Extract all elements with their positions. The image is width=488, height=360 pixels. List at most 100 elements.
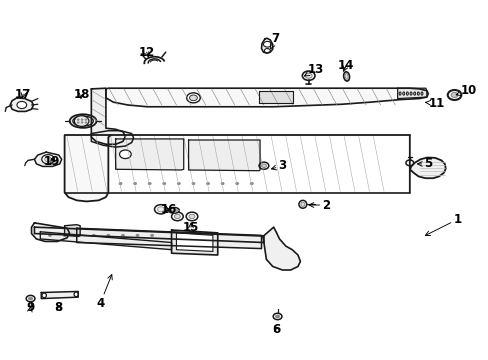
Circle shape: [77, 122, 79, 123]
Ellipse shape: [300, 202, 304, 206]
Circle shape: [44, 157, 51, 162]
Polygon shape: [116, 139, 183, 170]
Ellipse shape: [170, 208, 177, 212]
Circle shape: [136, 234, 139, 237]
Polygon shape: [31, 223, 69, 242]
Circle shape: [305, 73, 311, 78]
Circle shape: [150, 234, 153, 237]
Circle shape: [450, 93, 457, 98]
Polygon shape: [64, 135, 111, 202]
Circle shape: [250, 183, 253, 185]
Circle shape: [121, 234, 124, 237]
Text: 9: 9: [26, 301, 35, 314]
Polygon shape: [77, 228, 261, 249]
Polygon shape: [10, 98, 33, 111]
Circle shape: [171, 212, 183, 221]
Polygon shape: [64, 225, 80, 237]
Circle shape: [29, 297, 32, 300]
Polygon shape: [106, 88, 427, 107]
Ellipse shape: [345, 73, 347, 79]
Text: 11: 11: [425, 97, 444, 110]
Circle shape: [273, 313, 282, 320]
Ellipse shape: [420, 92, 422, 95]
Circle shape: [163, 183, 165, 185]
Ellipse shape: [168, 207, 179, 213]
Circle shape: [302, 71, 314, 80]
Circle shape: [119, 150, 131, 158]
Circle shape: [85, 119, 87, 120]
Circle shape: [92, 234, 95, 237]
Text: 10: 10: [455, 84, 476, 97]
Polygon shape: [91, 131, 133, 147]
Text: 18: 18: [73, 89, 89, 102]
Circle shape: [189, 214, 195, 219]
Circle shape: [157, 207, 164, 212]
Circle shape: [259, 162, 268, 169]
Circle shape: [74, 116, 89, 126]
Ellipse shape: [402, 92, 404, 95]
Polygon shape: [41, 292, 78, 298]
Text: 8: 8: [55, 301, 63, 314]
Circle shape: [174, 214, 180, 219]
Text: 14: 14: [337, 59, 353, 72]
Circle shape: [77, 119, 79, 120]
Polygon shape: [397, 88, 426, 99]
Ellipse shape: [298, 201, 306, 208]
Polygon shape: [261, 38, 272, 53]
Circle shape: [81, 122, 83, 123]
Ellipse shape: [413, 92, 415, 95]
Ellipse shape: [409, 92, 411, 95]
Circle shape: [221, 183, 224, 185]
Circle shape: [63, 234, 66, 237]
Circle shape: [186, 93, 200, 103]
Circle shape: [177, 183, 180, 185]
Ellipse shape: [406, 92, 407, 95]
Circle shape: [447, 90, 460, 100]
Text: 15: 15: [183, 221, 199, 234]
Circle shape: [107, 234, 110, 237]
Circle shape: [275, 315, 279, 318]
Polygon shape: [171, 230, 217, 255]
Polygon shape: [91, 88, 125, 144]
Text: 12: 12: [138, 46, 154, 59]
Polygon shape: [263, 227, 300, 270]
Text: 1: 1: [425, 213, 461, 235]
Ellipse shape: [42, 293, 46, 298]
Polygon shape: [34, 227, 264, 243]
Ellipse shape: [398, 92, 400, 95]
Polygon shape: [34, 152, 61, 166]
Circle shape: [133, 183, 136, 185]
Ellipse shape: [73, 116, 93, 126]
Text: 5: 5: [417, 157, 432, 170]
Polygon shape: [259, 91, 292, 103]
Polygon shape: [40, 232, 171, 249]
Circle shape: [85, 122, 87, 123]
Circle shape: [264, 49, 270, 53]
Text: 7: 7: [270, 32, 279, 49]
Circle shape: [189, 95, 197, 101]
Text: 19: 19: [44, 155, 61, 168]
Circle shape: [119, 183, 122, 185]
Circle shape: [405, 160, 413, 166]
Text: 16: 16: [160, 203, 176, 216]
Circle shape: [81, 119, 83, 120]
Circle shape: [78, 234, 81, 237]
Text: 6: 6: [271, 323, 280, 336]
Text: 4: 4: [96, 275, 112, 310]
Circle shape: [48, 234, 51, 237]
Text: 13: 13: [304, 63, 323, 76]
Circle shape: [41, 155, 54, 164]
Ellipse shape: [416, 92, 418, 95]
Text: 2: 2: [308, 198, 330, 212]
Polygon shape: [176, 233, 212, 251]
Text: 17: 17: [15, 88, 31, 101]
Polygon shape: [188, 140, 260, 171]
Circle shape: [192, 183, 195, 185]
Text: 3: 3: [271, 159, 286, 172]
Circle shape: [148, 183, 151, 185]
Ellipse shape: [74, 292, 78, 297]
Circle shape: [263, 41, 271, 47]
Circle shape: [17, 102, 27, 109]
Circle shape: [26, 296, 35, 302]
Circle shape: [154, 204, 167, 214]
